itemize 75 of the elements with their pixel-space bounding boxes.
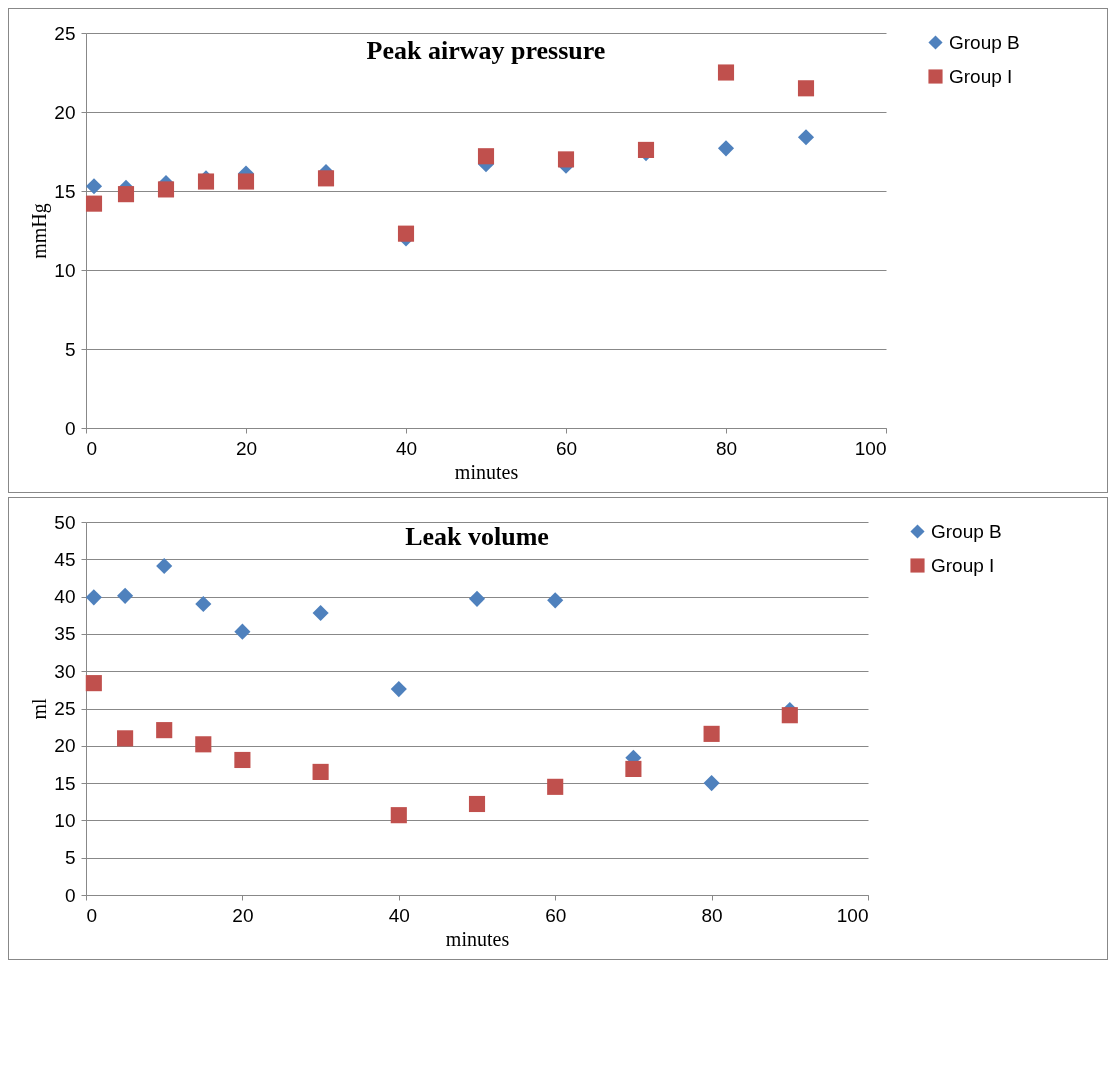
point — [85, 178, 103, 195]
y-tick-label: 30 — [54, 660, 76, 682]
point — [117, 587, 134, 604]
point — [797, 129, 815, 146]
y-tick-label: 20 — [54, 735, 76, 757]
y-tick-label: 35 — [54, 623, 76, 645]
y-tick-label: 5 — [64, 847, 76, 869]
x-tick-label: 0 — [86, 437, 98, 459]
point — [797, 80, 815, 97]
y-tick-label: 25 — [54, 22, 76, 44]
point — [156, 557, 173, 575]
x-tick-label: 80 — [701, 904, 723, 926]
point — [85, 589, 102, 606]
chart-title: Peak airway pressure — [366, 35, 606, 65]
x-tick-label: 40 — [395, 437, 418, 459]
y-tick-label: 0 — [64, 417, 76, 439]
y-tick-label: 0 — [64, 884, 76, 906]
x-axis-title: minutes — [454, 460, 519, 483]
x-tick-label: 20 — [235, 437, 258, 459]
x-tick-label: 0 — [86, 904, 98, 926]
x-tick-label: 100 — [854, 437, 887, 459]
point — [157, 181, 175, 198]
y-tick-label: 25 — [54, 698, 76, 719]
x-axis-title: minutes — [445, 927, 510, 950]
point — [390, 807, 407, 824]
point — [312, 763, 329, 780]
legend-label: Group B — [931, 520, 1002, 542]
point — [703, 775, 720, 792]
legend-label: Group I — [931, 554, 995, 576]
y-tick-label: 5 — [64, 338, 76, 360]
point — [237, 173, 255, 190]
point — [390, 681, 407, 698]
y-tick-label: 10 — [54, 809, 76, 831]
point — [468, 590, 486, 607]
x-tick-label: 20 — [232, 904, 254, 926]
point — [117, 730, 134, 747]
point — [234, 751, 251, 769]
point — [477, 148, 495, 165]
point — [317, 170, 335, 187]
point — [547, 592, 564, 609]
point — [195, 596, 212, 613]
point — [85, 675, 102, 692]
point — [547, 778, 564, 795]
point — [397, 225, 415, 242]
y-tick-label: 45 — [54, 548, 76, 570]
point — [637, 141, 655, 158]
chart-title: Leak volume — [405, 522, 549, 552]
legend-label: Group I — [949, 65, 1013, 87]
point — [117, 186, 135, 203]
point — [85, 195, 103, 212]
x-tick-label: 100 — [836, 904, 869, 926]
y-axis-title: ml — [28, 698, 51, 720]
point — [557, 151, 575, 168]
point — [312, 604, 329, 622]
y-tick-label: 15 — [54, 772, 76, 794]
point — [625, 760, 642, 777]
y-tick-label: 15 — [54, 180, 76, 202]
legend-label: Group B — [949, 31, 1020, 53]
x-tick-label: 60 — [555, 437, 578, 459]
point — [703, 725, 720, 742]
x-tick-label: 40 — [388, 904, 410, 926]
point — [717, 140, 735, 157]
y-tick-label: 40 — [54, 586, 76, 608]
point — [781, 707, 798, 724]
point — [156, 722, 173, 739]
y-tick-label: 50 — [54, 511, 76, 533]
y-axis-title: mmHg — [28, 203, 52, 259]
point — [195, 736, 212, 753]
point — [468, 795, 486, 813]
y-tick-label: 10 — [54, 259, 76, 281]
x-tick-label: 80 — [715, 437, 738, 459]
x-tick-label: 60 — [545, 904, 567, 926]
y-tick-label: 20 — [54, 101, 76, 123]
point — [717, 64, 735, 81]
point — [234, 623, 251, 640]
